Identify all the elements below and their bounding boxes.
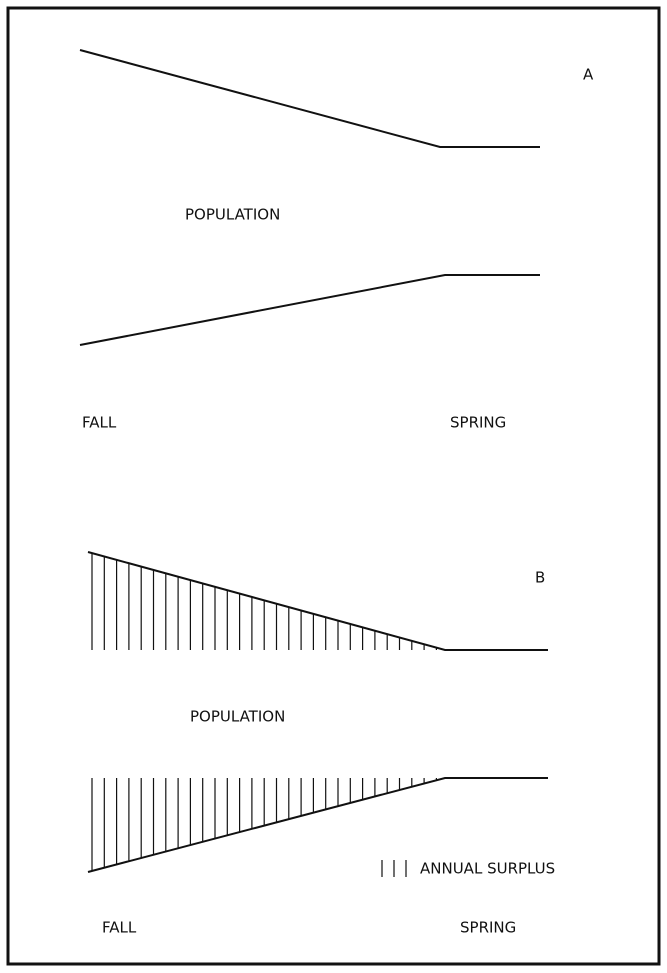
x-end-label: SPRING <box>450 414 506 432</box>
x-start-label: FALL <box>82 414 117 432</box>
x-start-label: FALL <box>102 919 137 937</box>
y-label: POPULATION <box>185 206 280 224</box>
panel-label: B <box>535 569 545 587</box>
surplus-hatching <box>91 553 437 871</box>
lower-curve <box>79 274 540 346</box>
panel-label: A <box>583 66 594 84</box>
lower-curve <box>87 777 548 873</box>
x-end-label: SPRING <box>460 919 516 937</box>
upper-curve <box>79 49 540 148</box>
legend-label: ANNUAL SURPLUS <box>420 860 555 878</box>
upper-curve <box>87 551 548 651</box>
y-label: POPULATION <box>190 708 285 726</box>
legend-symbol <box>381 860 407 877</box>
frame <box>6 6 661 966</box>
